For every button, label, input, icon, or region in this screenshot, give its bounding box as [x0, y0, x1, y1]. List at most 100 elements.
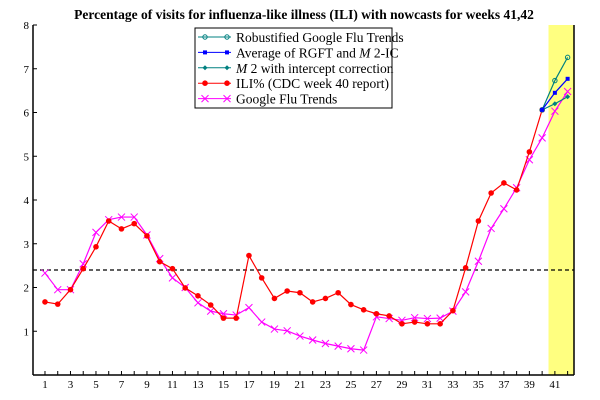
data-point [450, 307, 456, 314]
data-point [437, 321, 443, 327]
data-point [565, 94, 571, 100]
data-point [360, 307, 367, 313]
data-point [461, 288, 470, 296]
chart-title: Percentage of visits for influenza-like … [74, 7, 534, 22]
y-tick-label: 1 [24, 326, 30, 338]
data-point [194, 298, 202, 307]
legend-label-part: Google Flu Trends [236, 92, 337, 107]
x-tick-label: 17 [243, 379, 255, 391]
data-point [80, 265, 87, 272]
x-tick-label: 9 [144, 379, 150, 391]
data-point [475, 218, 482, 224]
data-point [67, 286, 74, 293]
x-tick-label: 25 [345, 379, 357, 391]
series-line [44, 109, 543, 325]
data-point [257, 318, 266, 326]
y-tick-label: 3 [24, 239, 30, 251]
legend-label: Robustified Google Flu Trends [236, 30, 404, 45]
data-point [283, 326, 292, 335]
data-point [488, 190, 494, 196]
data-point [436, 314, 445, 322]
data-point [411, 319, 418, 325]
legend-item: M 2 with intercept correction [198, 61, 394, 76]
data-point [474, 257, 483, 266]
data-point [169, 265, 176, 272]
data-point [565, 76, 570, 81]
x-tick-label: 3 [68, 379, 74, 391]
data-point [296, 332, 304, 340]
data-point [539, 107, 545, 113]
x-tick-label: 7 [119, 379, 125, 391]
x-tick-label: 13 [192, 379, 204, 391]
data-point [552, 90, 557, 95]
x-tick-label: 33 [447, 379, 459, 391]
data-point [41, 269, 49, 277]
legend-label-part: Average of RGFT and [236, 45, 359, 60]
legend-item: ILI% (CDC week 40 report) [198, 76, 389, 91]
legend-label-part: Robustified Google Flu Trends [236, 30, 404, 45]
data-point [564, 54, 571, 61]
legend-label: Google Flu Trends [236, 92, 337, 107]
y-tick-label: 7 [24, 64, 30, 76]
series-line [44, 91, 569, 351]
data-point [500, 204, 508, 213]
data-point [321, 339, 330, 348]
data-point [54, 301, 61, 307]
x-tick-label: 37 [498, 379, 510, 391]
legend-label: M 2 with intercept correction [235, 61, 394, 76]
data-point [225, 50, 229, 55]
data-point [207, 302, 214, 308]
data-point [258, 275, 265, 281]
data-point [322, 295, 329, 302]
data-point [206, 307, 215, 315]
data-point [144, 233, 150, 239]
x-tick-label: 5 [93, 379, 99, 391]
data-point [373, 310, 380, 317]
data-point [203, 50, 207, 55]
data-point [202, 34, 208, 40]
data-point [105, 218, 112, 224]
legend-label-part: 2 with intercept correction [247, 61, 393, 76]
data-point [223, 94, 231, 103]
data-point [309, 299, 316, 305]
data-point [93, 244, 99, 250]
legend-label-part: M [235, 61, 248, 76]
data-point [224, 34, 230, 40]
data-point [79, 260, 88, 268]
data-point [118, 226, 125, 232]
data-point [201, 94, 209, 103]
data-point [424, 321, 431, 327]
legend-item: Robustified Google Flu Trends [198, 30, 404, 45]
data-point [501, 180, 507, 186]
data-point [53, 285, 62, 294]
x-tick-label: 39 [524, 379, 536, 391]
data-point [538, 134, 546, 142]
y-tick-label: 2 [24, 283, 30, 295]
x-tick-label: 29 [396, 379, 408, 391]
data-point [195, 293, 201, 299]
series-average-of-rgft-and-m-2-ic [540, 76, 570, 112]
legend-label: Average of RGFT and M 2-IC [236, 45, 399, 60]
data-point [284, 288, 290, 294]
data-point [224, 80, 230, 86]
data-point [220, 315, 227, 321]
data-point [347, 344, 355, 353]
data-point [359, 346, 368, 354]
data-point [131, 220, 138, 227]
data-point [271, 295, 278, 302]
data-point [224, 65, 230, 71]
data-point [526, 149, 533, 155]
data-point [348, 301, 354, 308]
data-point [92, 228, 100, 237]
data-point [552, 101, 558, 107]
legend-item: Google Flu Trends [198, 92, 337, 107]
data-point [42, 299, 48, 305]
data-point [399, 321, 405, 327]
data-point [246, 252, 252, 259]
data-point [462, 265, 469, 271]
data-point [182, 285, 189, 291]
data-point [245, 303, 253, 312]
legend-label-part: ILI% (CDC week 40 report) [236, 76, 389, 91]
x-tick-label: 27 [371, 379, 383, 391]
